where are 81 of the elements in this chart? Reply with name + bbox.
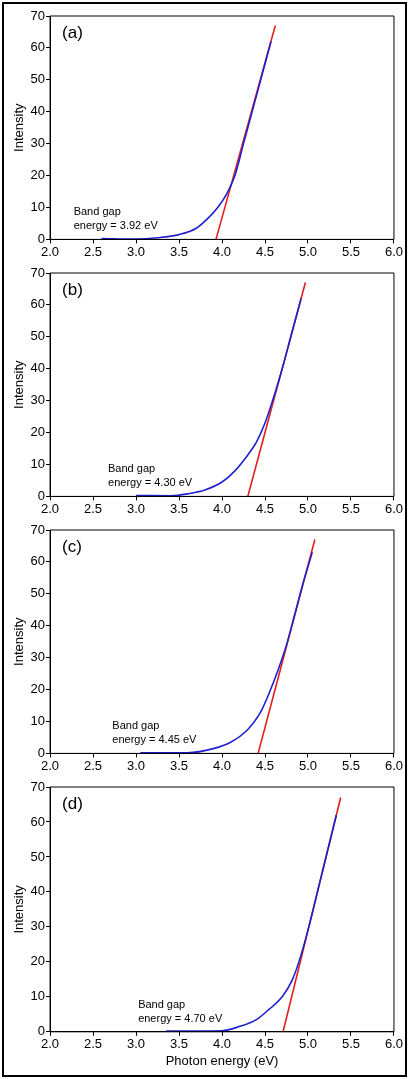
x-tick-label: 3.5	[169, 243, 189, 259]
annotation: Band gap energy = 3.92 eV	[73, 205, 159, 232]
y-tick-label: 50	[30, 585, 46, 601]
x-tick-label: 2.0	[41, 1036, 60, 1052]
x-tick-label: 3.5	[169, 757, 189, 773]
y-tick-label: 0	[37, 1023, 46, 1039]
y-axis-title: Intensity	[11, 884, 27, 934]
x-tick-label: 2.5	[84, 500, 103, 516]
x-axis-title: Photon energy (eV)	[165, 1052, 279, 1068]
y-tick-label: 40	[30, 617, 46, 633]
x-tick-label: 4.5	[255, 1036, 275, 1052]
y-tick-label: 50	[30, 848, 46, 864]
x-tick-label: 3.0	[127, 1036, 146, 1052]
x-tick-label: 3.0	[127, 243, 146, 259]
y-tick-label: 70	[30, 521, 46, 537]
y-axis-title: Intensity	[11, 617, 27, 666]
y-tick-label: 70	[30, 7, 46, 23]
x-tick-label: 5.0	[298, 243, 318, 259]
y-tick-label: 0	[37, 230, 46, 246]
x-tick-label: 3.5	[169, 500, 189, 516]
y-tick-label: 10	[30, 456, 46, 472]
y-tick-label: 20	[30, 424, 46, 440]
y-tick-label: 30	[30, 135, 46, 151]
y-tick-label: 30	[30, 649, 46, 665]
x-tick-label: 4.0	[212, 243, 232, 259]
x-tick-label: 6.0	[384, 757, 403, 773]
x-tick-label: 6.0	[384, 1036, 403, 1052]
x-tick-label: 2.0	[41, 500, 60, 516]
annotation: Band gap energy = 4.70 eV	[138, 997, 223, 1024]
y-tick-label: 20	[30, 953, 46, 969]
x-tick-label: 2.0	[41, 243, 60, 259]
y-tick-label: 60	[30, 39, 46, 55]
y-tick-label: 10	[30, 199, 46, 215]
y-tick-label: 0	[37, 744, 46, 760]
x-tick-label: 5.5	[341, 757, 361, 773]
y-tick-label: 30	[30, 392, 46, 408]
y-tick-label: 30	[30, 918, 46, 934]
x-tick-label: 3.0	[127, 500, 146, 516]
x-tick-label: 4.0	[212, 500, 232, 516]
y-tick-label: 20	[30, 681, 46, 697]
y-tick-label: 70	[30, 264, 46, 280]
annotation: Band gap energy = 4.30 eV	[108, 462, 193, 489]
annotation: (d)	[62, 794, 83, 813]
annotation: (a)	[62, 23, 83, 42]
y-tick-label: 0	[37, 487, 46, 503]
y-tick-label: 20	[30, 167, 46, 183]
x-tick-label: 6.0	[384, 500, 403, 516]
y-tick-label: 60	[30, 813, 46, 829]
annotation: (c)	[62, 537, 82, 556]
x-tick-label: 2.5	[84, 1036, 103, 1052]
x-tick-label: 5.5	[341, 243, 361, 259]
x-tick-label: 5.5	[341, 1036, 361, 1052]
x-tick-label: 5.0	[298, 500, 318, 516]
y-tick-label: 40	[30, 360, 46, 376]
y-tick-label: 40	[30, 103, 46, 119]
y-tick-label: 40	[30, 883, 46, 899]
x-tick-label: 5.0	[298, 1036, 318, 1052]
annotation: Band gap energy = 4.45 eV	[112, 719, 198, 746]
y-axis-title: Intensity	[11, 103, 27, 152]
x-tick-label: 2.0	[41, 757, 60, 773]
x-tick-label: 3.5	[169, 1036, 189, 1052]
x-tick-label: 3.0	[127, 757, 146, 773]
x-tick-label: 2.5	[84, 757, 103, 773]
annotation: (b)	[62, 280, 83, 299]
y-tick-label: 50	[30, 328, 46, 344]
x-tick-label: 5.0	[298, 757, 318, 773]
x-tick-label: 5.5	[341, 500, 361, 516]
x-tick-label: 4.5	[255, 500, 275, 516]
y-tick-label: 50	[30, 71, 46, 87]
x-tick-label: 4.5	[255, 757, 275, 773]
y-tick-label: 60	[30, 296, 46, 312]
x-tick-label: 2.5	[84, 243, 103, 259]
x-tick-label: 4.0	[212, 757, 232, 773]
y-tick-label: 10	[30, 988, 46, 1004]
x-tick-label: 6.0	[384, 243, 403, 259]
x-tick-label: 4.0	[212, 1036, 232, 1052]
y-tick-label: 10	[30, 713, 46, 729]
y-tick-label: 70	[30, 778, 46, 794]
x-tick-label: 4.5	[255, 243, 275, 259]
y-axis-title: Intensity	[11, 360, 27, 409]
y-tick-label: 60	[30, 553, 46, 569]
